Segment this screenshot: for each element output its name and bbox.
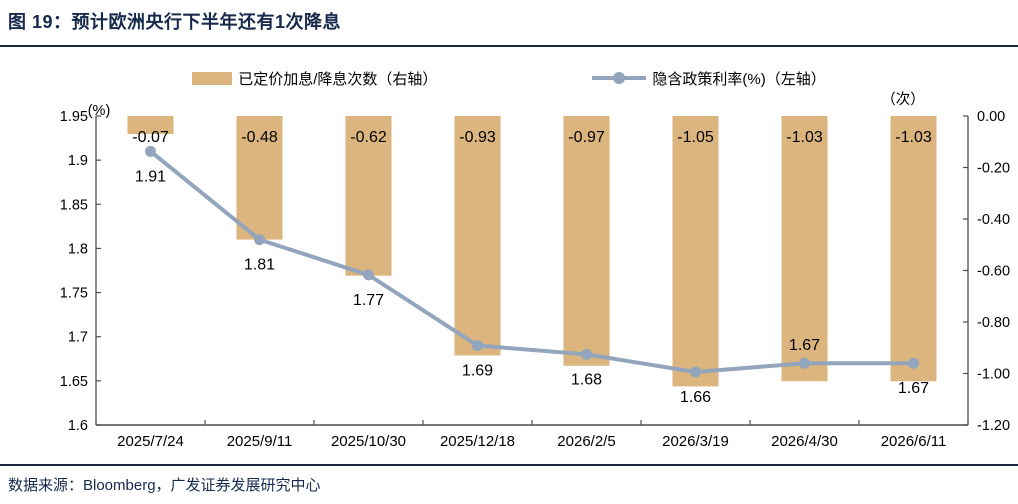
legend-label-bar-series: 已定价加息/降息次数（右轴） — [238, 70, 438, 88]
bar-label: -0.97 — [568, 129, 605, 146]
line-label: 1.68 — [571, 371, 602, 388]
x-axis-label: 2026/2/5 — [557, 433, 615, 450]
bar-2026/3/19 — [672, 116, 719, 387]
bar-label: -1.05 — [677, 129, 714, 146]
left-axis-tick-label: 1.7 — [68, 330, 88, 346]
line-point-2026/6/11 — [908, 357, 919, 369]
bar-2025/10/30 — [345, 116, 392, 276]
legend-item-line-series: 隐含政策利率(%)（左轴） — [592, 68, 826, 89]
combo-chart: -0.07 -0.48 -0.62 -0.93 -0.97 -1.05 -1.03 -1.03… — [60, 91, 1010, 450]
x-axis-label: 2026/3/19 — [662, 433, 729, 450]
right-axis-unit-label: （次） — [881, 91, 925, 108]
line-point-2025/7/24 — [145, 145, 156, 157]
title-separator — [0, 45, 1018, 47]
line-point-2026/2/5 — [581, 348, 592, 360]
right-axis-tick-label: -0.40 — [977, 212, 1010, 228]
x-axis-label: 2025/7/24 — [117, 433, 184, 450]
bar-label: -0.48 — [241, 129, 278, 146]
line-point-2025/10/30 — [363, 269, 374, 281]
figure-title: 图 19：预计欧洲央行下半年还有1次降息 — [8, 12, 342, 32]
right-axis-tick-label: 0.00 — [977, 109, 1005, 125]
line-label: 1.66 — [680, 389, 711, 406]
bar-label: -1.03 — [895, 129, 932, 146]
title-row: 图 19：预计欧洲央行下半年还有1次降息 — [0, 0, 1018, 40]
line-point-2026/3/19 — [690, 366, 701, 378]
bar-label: -0.07 — [132, 129, 169, 146]
right-axis-tick-label: -1.00 — [977, 367, 1010, 383]
line-label: 1.91 — [135, 168, 166, 185]
line-series-swatch-icon — [592, 72, 647, 84]
left-axis-unit-label: (%) — [88, 103, 111, 119]
right-axis-tick-label: -0.80 — [977, 315, 1010, 331]
bar-label: -0.93 — [459, 129, 496, 146]
right-axis-tick-label: -0.20 — [977, 161, 1010, 177]
left-axis-tick-label: 1.6 — [68, 418, 88, 434]
line-point-2025/9/11 — [254, 234, 265, 246]
right-axis-tick-label: -1.20 — [977, 418, 1010, 434]
x-axis-label: 2025/9/11 — [227, 433, 293, 450]
x-axis-label: 2026/6/11 — [881, 433, 947, 450]
left-axis-tick-label: 1.85 — [60, 197, 88, 213]
left-axis-tick-label: 1.95 — [60, 109, 88, 125]
chart-area: -0.07 -0.48 -0.62 -0.93 -0.97 -1.05 -1.03 -1.03… — [0, 91, 1018, 468]
legend-item-bar-series: 已定价加息/降息次数（右轴） — [192, 68, 437, 89]
line-point-2025/12/18 — [472, 340, 483, 352]
x-axis-label: 2026/4/30 — [771, 433, 838, 450]
bar-2025/9/11 — [236, 116, 283, 240]
left-axis-tick-label: 1.65 — [60, 374, 88, 390]
line-label: 1.69 — [462, 363, 493, 380]
bar-2025/12/18 — [454, 116, 501, 356]
left-axis-tick-label: 1.75 — [60, 286, 88, 302]
left-axis-tick-label: 1.8 — [68, 241, 88, 257]
data-source: 数据来源：Bloomberg，广发证券发展研究中心 — [8, 477, 321, 494]
line-label: 1.67 — [789, 337, 820, 354]
line-label: 1.67 — [898, 380, 929, 397]
line-label: 1.81 — [244, 257, 275, 274]
chart-legend: 已定价加息/降息次数（右轴） 隐含政策利率(%)（左轴） — [0, 65, 1018, 91]
bar-2026/4/30 — [781, 116, 828, 382]
policy-rate-line — [149, 149, 914, 375]
bar-2026/6/11 — [890, 116, 937, 382]
bar-2025/7/24 — [127, 116, 174, 135]
bar-label: -0.62 — [350, 129, 387, 146]
bar-2026/2/5 — [563, 116, 610, 366]
bar-series-swatch-icon — [192, 71, 233, 85]
x-axis-label: 2025/10/30 — [331, 433, 406, 450]
source-separator — [0, 464, 1018, 466]
right-axis-tick-label: -0.60 — [977, 264, 1010, 280]
line-label: 1.77 — [353, 292, 384, 309]
left-axis-tick-label: 1.9 — [68, 153, 88, 169]
line-point-2026/4/30 — [799, 357, 810, 369]
x-axis-label: 2025/12/18 — [440, 433, 515, 450]
legend-label-line-series: 隐含政策利率(%)（左轴） — [652, 70, 826, 88]
bar-label: -1.03 — [786, 129, 823, 146]
